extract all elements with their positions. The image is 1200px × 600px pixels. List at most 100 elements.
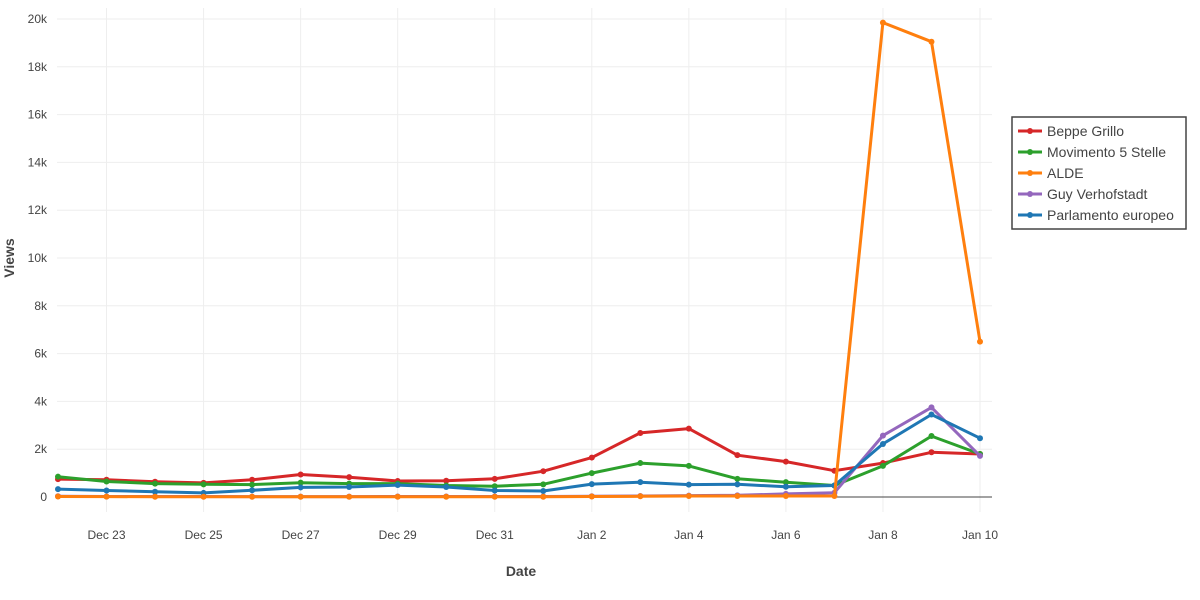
legend-swatch-marker	[1027, 128, 1033, 134]
data-point	[782, 493, 789, 500]
data-point	[103, 493, 110, 500]
legend-item: Movimento 5 Stelle	[1018, 144, 1166, 160]
data-point	[540, 468, 547, 475]
data-point	[928, 404, 935, 411]
data-point	[152, 493, 159, 500]
y-tick-label: 20k	[28, 12, 48, 26]
data-point	[782, 483, 789, 490]
data-point	[55, 493, 61, 500]
data-point	[977, 338, 983, 345]
data-point	[637, 460, 644, 467]
data-point	[200, 493, 207, 500]
data-point	[152, 488, 159, 495]
x-tick-label: Dec 23	[88, 528, 126, 542]
x-tick-label: Dec 31	[476, 528, 514, 542]
data-point	[297, 471, 304, 478]
x-tick-label: Jan 2	[577, 528, 607, 542]
data-point	[394, 493, 401, 500]
legend-swatch-marker	[1027, 191, 1033, 197]
data-point	[588, 454, 595, 461]
data-point	[588, 493, 595, 500]
x-tick-label: Dec 29	[379, 528, 417, 542]
series-line	[56, 21, 982, 499]
data-point	[879, 462, 886, 469]
data-point	[103, 478, 110, 485]
series-alde	[55, 19, 983, 500]
data-point	[928, 433, 935, 440]
data-point	[879, 19, 886, 26]
data-point	[491, 487, 498, 494]
y-tick-label: 12k	[28, 203, 48, 217]
data-point	[879, 440, 886, 447]
legend-swatch-marker	[1027, 149, 1033, 155]
data-point	[249, 487, 256, 494]
data-point	[637, 493, 644, 500]
y-tick-label: 2k	[34, 442, 48, 456]
data-point	[540, 488, 547, 495]
y-tick-label: 16k	[28, 108, 48, 122]
data-point	[782, 479, 789, 486]
data-point	[55, 486, 61, 493]
series-layer	[55, 19, 983, 500]
legend-items: Beppe Grillo Movimento 5 Stelle ALDE Guy Ve…	[1018, 123, 1174, 223]
y-tick-label: 6k	[34, 347, 48, 361]
legend-item: Guy Verhofstadt	[1018, 186, 1148, 202]
data-point	[685, 481, 692, 488]
data-point	[152, 480, 159, 487]
data-point	[685, 462, 692, 469]
legend: Beppe Grillo Movimento 5 Stelle ALDE Guy Ve…	[1011, 116, 1187, 230]
data-point	[55, 473, 61, 480]
data-point	[928, 411, 935, 418]
legend-swatch-marker	[1027, 212, 1033, 218]
data-point	[394, 482, 401, 489]
data-point	[249, 481, 256, 488]
data-point	[443, 477, 450, 484]
grid	[57, 8, 992, 512]
data-point	[977, 435, 983, 442]
x-tick-label: Dec 27	[282, 528, 320, 542]
data-point	[928, 449, 935, 456]
data-point	[685, 425, 692, 432]
data-point	[588, 481, 595, 488]
data-point	[637, 479, 644, 486]
data-point	[491, 493, 498, 500]
data-point	[297, 484, 304, 491]
data-point	[831, 493, 838, 500]
data-point	[200, 481, 207, 488]
x-axis-ticks: Dec 23 Dec 25 Dec 27 Dec 29 Dec 31 Jan 2 Jan 4…	[88, 528, 999, 542]
x-tick-label: Jan 10	[962, 528, 998, 542]
data-point	[734, 481, 741, 488]
data-point	[297, 493, 304, 500]
y-tick-label: 0	[40, 490, 47, 504]
data-point	[734, 493, 741, 500]
y-tick-label: 14k	[28, 155, 48, 169]
x-axis-title: Date	[506, 563, 537, 579]
x-tick-label: Jan 8	[868, 528, 898, 542]
x-tick-label: Jan 4	[674, 528, 704, 542]
legend-item: ALDE	[1018, 165, 1084, 181]
data-point	[249, 476, 256, 483]
data-point	[977, 452, 983, 459]
series-line	[56, 427, 982, 485]
legend-label: Parlamento europeo	[1047, 207, 1174, 223]
data-point	[491, 475, 498, 482]
y-tick-label: 8k	[34, 299, 48, 313]
data-point	[540, 481, 547, 488]
data-point	[685, 493, 692, 500]
y-axis-ticks: 0 2k 4k 6k 8k 10k 12k 14k 16k 18k 20k	[28, 12, 48, 504]
data-point	[734, 452, 741, 459]
y-tick-label: 4k	[34, 394, 48, 408]
data-point	[346, 483, 353, 490]
legend-item: Parlamento europeo	[1018, 207, 1174, 223]
legend-item: Beppe Grillo	[1018, 123, 1124, 139]
data-point	[249, 493, 256, 500]
data-point	[297, 479, 304, 486]
data-point	[734, 475, 741, 482]
data-point	[928, 38, 935, 45]
data-point	[637, 429, 644, 436]
data-point	[879, 432, 886, 439]
data-point	[103, 487, 110, 494]
data-point	[346, 474, 353, 481]
